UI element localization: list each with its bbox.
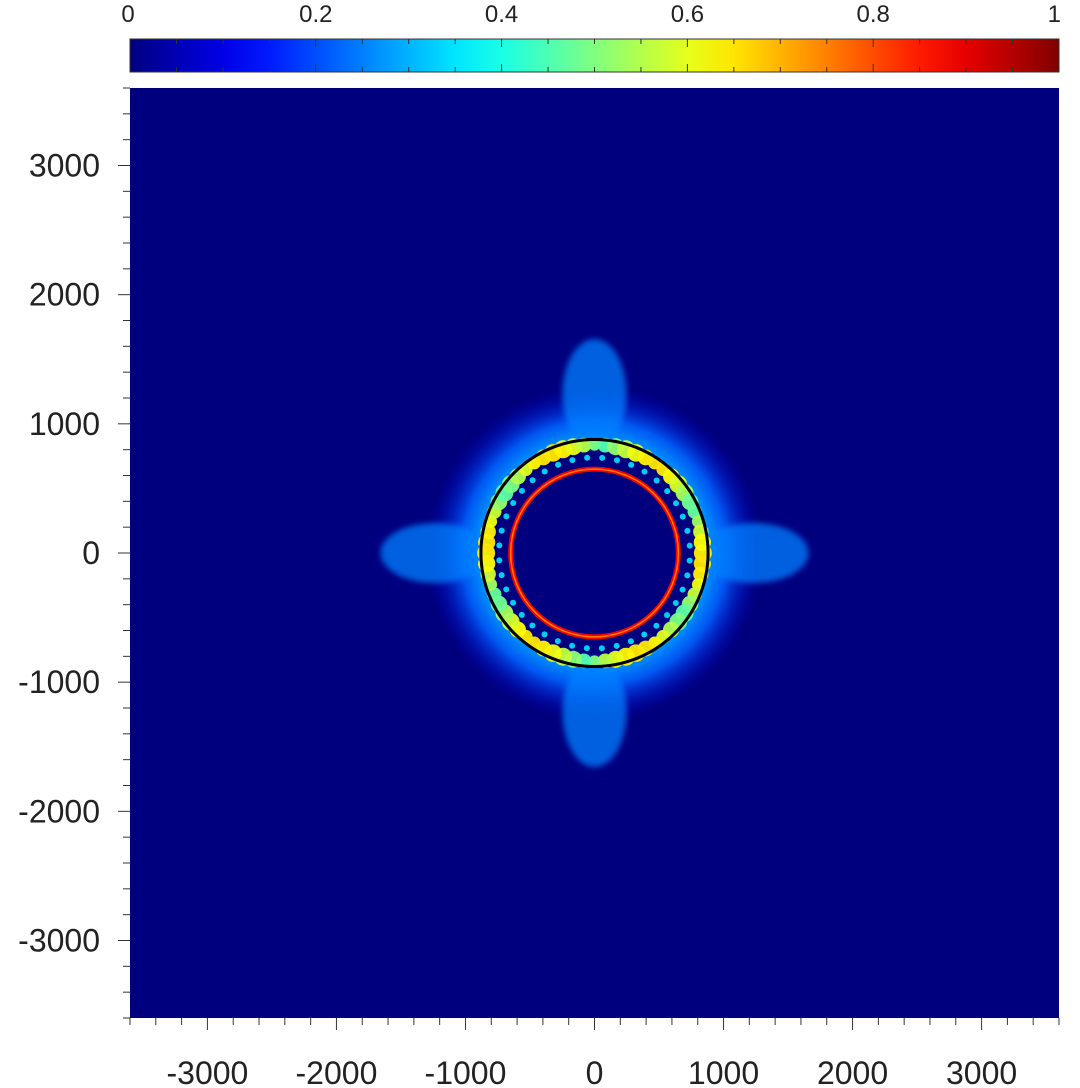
colorbar-tick-label: 0 bbox=[121, 1, 134, 28]
y-axis-tick-labels: 3000 2000 1000 0 -1000 -2000 -3000 bbox=[18, 148, 100, 959]
axis-spike bbox=[380, 523, 491, 583]
y-tick-label: -1000 bbox=[18, 664, 100, 700]
y-tick-label: 0 bbox=[82, 535, 100, 571]
speckle bbox=[503, 513, 510, 520]
x-tick-label: 0 bbox=[586, 1055, 604, 1088]
speckle bbox=[529, 622, 536, 629]
speckle bbox=[672, 500, 679, 507]
speckle bbox=[555, 461, 562, 468]
speckle bbox=[679, 586, 686, 593]
speckle bbox=[496, 557, 503, 564]
colorbar-scale bbox=[129, 38, 1060, 73]
colorbar-tick-label: 0.4 bbox=[485, 1, 518, 28]
speckle bbox=[583, 645, 590, 652]
colorbar: 0 0.2 0.4 0.6 0.8 1 bbox=[121, 1, 1061, 73]
speckle bbox=[569, 642, 576, 649]
axis-spike bbox=[562, 656, 627, 767]
speckle bbox=[498, 572, 505, 579]
speckle bbox=[613, 642, 620, 649]
outer-halo bbox=[426, 385, 763, 721]
speckle bbox=[627, 638, 634, 645]
axis-spike bbox=[698, 523, 809, 583]
x-tick-label: -1000 bbox=[425, 1055, 507, 1088]
speckle bbox=[518, 611, 525, 618]
speckle bbox=[686, 557, 693, 564]
heatmap-field bbox=[380, 339, 809, 767]
speckle bbox=[599, 454, 606, 461]
x-tick-label: -2000 bbox=[296, 1055, 378, 1088]
speckle bbox=[684, 572, 691, 579]
speckle bbox=[529, 477, 536, 484]
axes-ticks bbox=[118, 87, 1060, 1030]
x-tick-label: -3000 bbox=[166, 1055, 248, 1088]
speckle bbox=[588, 655, 601, 668]
speckle bbox=[496, 542, 503, 549]
y-tick-label: -3000 bbox=[18, 923, 100, 959]
speckle bbox=[588, 438, 601, 451]
speckle bbox=[664, 488, 671, 495]
speckle bbox=[569, 457, 576, 464]
colorbar-tick-label: 0.2 bbox=[299, 1, 332, 28]
speckle bbox=[510, 499, 517, 506]
speckle bbox=[686, 542, 693, 549]
speckle bbox=[684, 527, 691, 534]
speckle bbox=[653, 622, 660, 629]
x-tick-label: 1000 bbox=[688, 1055, 759, 1088]
x-axis-tick-labels: -3000 -2000 -1000 0 1000 2000 3000 bbox=[166, 1055, 1017, 1088]
speckle bbox=[679, 513, 686, 520]
y-tick-label: 1000 bbox=[29, 406, 100, 442]
speckle bbox=[541, 631, 548, 638]
y-tick-label: 3000 bbox=[29, 148, 100, 184]
speckle bbox=[498, 527, 505, 534]
colorbar-ticks bbox=[129, 39, 1060, 72]
speckle bbox=[641, 631, 648, 638]
speckle bbox=[653, 477, 660, 484]
x-tick-label: 2000 bbox=[817, 1055, 888, 1088]
speckle bbox=[510, 599, 517, 606]
y-tick-label: -2000 bbox=[18, 793, 100, 829]
speckle bbox=[584, 454, 591, 461]
colorbar-tick-label: 0.6 bbox=[671, 1, 704, 28]
speckle bbox=[641, 468, 648, 475]
colorbar-tick-labels: 0 0.2 0.4 0.6 0.8 1 bbox=[121, 1, 1061, 28]
inner-ring-highlight bbox=[509, 468, 680, 638]
speckle bbox=[503, 586, 510, 593]
speckle bbox=[541, 468, 548, 475]
plot-area: -3000 -2000 -1000 0 1000 2000 3000 3000 2000 100… bbox=[18, 87, 1060, 1088]
speckle bbox=[613, 457, 620, 464]
speckle bbox=[554, 638, 561, 645]
speckle bbox=[598, 645, 605, 652]
speckle bbox=[518, 487, 525, 494]
colorbar-tick-label: 0.8 bbox=[857, 1, 890, 28]
speckle bbox=[672, 600, 679, 607]
y-tick-label: 2000 bbox=[29, 277, 100, 313]
x-tick-label: 3000 bbox=[946, 1055, 1017, 1088]
speckle bbox=[664, 612, 671, 619]
speckle bbox=[628, 461, 635, 468]
axis-spike bbox=[562, 339, 627, 450]
colorbar-tick-label: 1 bbox=[1048, 1, 1061, 28]
